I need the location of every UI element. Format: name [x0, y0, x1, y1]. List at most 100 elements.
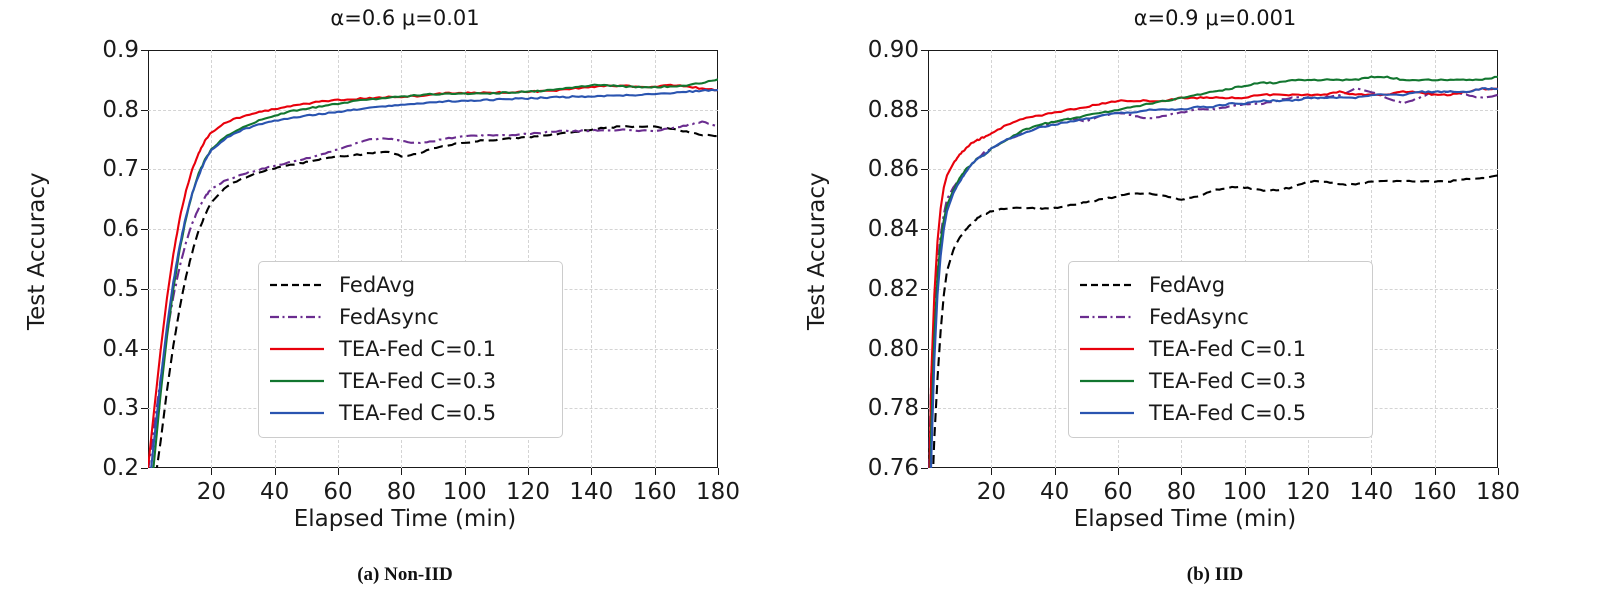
y-tick-mark	[141, 408, 148, 410]
legend-a: FedAvg FedAsync TEA-Fed C=0.1 TEA-Fed C=0.3…	[258, 261, 563, 438]
legend-swatch-tea-fed-c-0-3	[269, 372, 325, 390]
x-tick-label: 100	[442, 479, 487, 505]
legend-item[interactable]: TEA-Fed C=0.1	[1079, 333, 1362, 365]
y-tick-label: 0.6	[102, 216, 139, 243]
series-line-tea-fed-c-0-5	[150, 88, 718, 468]
x-tick-mark	[654, 468, 656, 475]
x-tick-label: 140	[569, 479, 614, 505]
y-tick-label: 0.90	[867, 37, 919, 63]
legend-item[interactable]: TEA-Fed C=0.5	[269, 397, 552, 429]
y-tick-label: 0.78	[867, 395, 919, 422]
grid-line-horizontal	[148, 169, 718, 171]
x-tick-label: 80	[1166, 479, 1196, 505]
legend-label: FedAvg	[1149, 272, 1226, 297]
x-tick-mark	[1434, 468, 1436, 475]
legend-item[interactable]: TEA-Fed C=0.1	[269, 333, 552, 365]
x-tick-mark	[718, 468, 719, 475]
legend-label: TEA-Fed C=0.5	[339, 400, 497, 425]
y-tick-label: 0.76	[867, 455, 919, 481]
x-axis-label-b: Elapsed Time (min)	[1073, 506, 1297, 532]
grid-line-vertical	[274, 50, 276, 468]
caption-a: (a) Non-IID	[357, 564, 453, 585]
legend-swatch-tea-fed-c-0-3	[1079, 372, 1135, 390]
x-tick-label: 60	[323, 479, 353, 505]
legend-label: TEA-Fed C=0.1	[1149, 336, 1307, 361]
grid-line-vertical	[654, 50, 656, 468]
legend-item[interactable]: FedAsync	[269, 301, 552, 333]
y-tick-label: 0.88	[867, 96, 919, 123]
x-tick-mark	[528, 468, 529, 475]
panel-iid: α=0.9 μ=0.001 Test Accuracy 0.76 0.78 0.80…	[804, 0, 1620, 614]
x-tick-mark	[338, 468, 339, 475]
legend-label: TEA-Fed C=0.3	[339, 368, 497, 393]
x-tick-mark	[1371, 468, 1373, 475]
grid-line-vertical	[1054, 50, 1056, 468]
x-tick-mark	[1181, 468, 1183, 475]
grid-line-vertical	[528, 50, 529, 468]
y-tick-mark	[141, 109, 148, 111]
y-tick-mark	[921, 468, 928, 469]
y-tick-mark	[141, 348, 148, 350]
x-tick-label: 120	[506, 479, 550, 505]
grid-line-vertical	[1181, 50, 1183, 468]
x-tick-mark	[211, 468, 213, 475]
grid-line-vertical	[1118, 50, 1119, 468]
y-axis-label-b: Test Accuracy	[804, 172, 830, 330]
curves-a	[148, 78, 718, 468]
y-tick-mark	[921, 348, 928, 350]
x-tick-label: 180	[696, 479, 740, 505]
grid-line-vertical	[1371, 50, 1373, 468]
x-tick-label: 40	[260, 479, 290, 505]
y-tick-mark	[141, 229, 148, 231]
y-tick-mark	[141, 169, 148, 171]
y-tick-label: 0.84	[867, 216, 919, 243]
legend-swatch-tea-fed-c-0-1	[1079, 340, 1135, 358]
y-tick-mark	[921, 169, 928, 171]
x-tick-mark	[1244, 468, 1246, 475]
legend-swatch-fedavg	[269, 276, 325, 294]
legend-item[interactable]: FedAvg	[269, 269, 552, 301]
x-tick-label: 60	[1103, 479, 1133, 505]
grid-line-horizontal	[148, 229, 718, 231]
legend-label: TEA-Fed C=0.5	[1149, 400, 1307, 425]
y-tick-mark	[921, 288, 928, 290]
series-line-fedasync	[148, 120, 718, 468]
y-tick-label: 0.7	[102, 156, 139, 183]
legend-item[interactable]: FedAvg	[1079, 269, 1362, 301]
legend-b: FedAvg FedAsync TEA-Fed C=0.1 TEA-Fed C=0.3…	[1068, 261, 1373, 438]
x-tick-mark	[591, 468, 593, 475]
x-tick-label: 180	[1476, 479, 1520, 505]
x-tick-mark	[274, 468, 276, 475]
y-tick-mark	[141, 288, 148, 290]
x-tick-label: 120	[1286, 479, 1330, 505]
grid-line-horizontal	[928, 169, 1498, 171]
legend-item[interactable]: TEA-Fed C=0.3	[1079, 365, 1362, 397]
legend-item[interactable]: TEA-Fed C=0.5	[1079, 397, 1362, 429]
panel-non-iid: α=0.6 μ=0.01 Test Accuracy 0.2 0.3 0.4 0.5 0…	[24, 6, 740, 585]
y-tick-mark	[921, 229, 928, 231]
y-tick-label: 0.4	[102, 335, 139, 362]
series-line-fedavg	[932, 174, 1498, 468]
grid-line-horizontal	[928, 229, 1498, 231]
caption-b: (b) IID	[1186, 564, 1244, 585]
curves-b	[928, 75, 1498, 468]
legend-item[interactable]: TEA-Fed C=0.3	[269, 365, 552, 397]
grid-line-vertical	[591, 50, 593, 468]
x-tick-label: 160	[632, 479, 677, 505]
grid-line-vertical	[401, 50, 403, 468]
series-line-tea-fed-c-0-5	[930, 87, 1498, 468]
grid-line-horizontal	[928, 109, 1498, 111]
legend-label: FedAsync	[339, 304, 439, 329]
x-tick-mark	[1498, 468, 1499, 475]
series-line-fedavg	[155, 125, 718, 468]
x-tick-label: 20	[196, 479, 226, 505]
x-tick-mark	[464, 468, 466, 475]
grid-line-vertical	[338, 50, 339, 468]
legend-item[interactable]: FedAsync	[1079, 301, 1362, 333]
y-tick-mark	[141, 468, 148, 469]
x-axis-label-a: Elapsed Time (min)	[293, 506, 517, 532]
legend-label: TEA-Fed C=0.3	[1149, 368, 1307, 393]
grid-line-vertical	[464, 50, 466, 468]
y-tick-mark	[141, 50, 148, 51]
